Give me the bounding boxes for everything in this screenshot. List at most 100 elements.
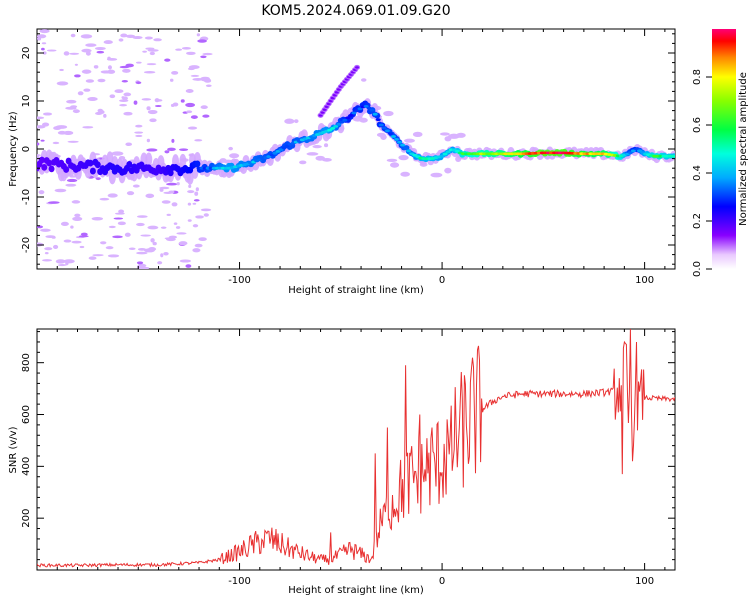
spectrogram-ridge-core bbox=[354, 109, 360, 112]
snr-y-tick-label: 600 bbox=[21, 405, 32, 424]
spectrogram-noise-blob bbox=[114, 89, 124, 93]
spectrogram-noise-blob bbox=[154, 104, 162, 108]
spectrogram-noise-blob bbox=[323, 143, 329, 148]
spectrogram-noise-blob bbox=[167, 147, 176, 152]
spectrogram-noise-blob bbox=[85, 43, 97, 47]
spectrogram-y-tick-label: 20 bbox=[21, 47, 32, 60]
colorbar-tick-label: 0.8 bbox=[692, 69, 703, 85]
spectrogram-ridge-core bbox=[327, 128, 333, 132]
spectrogram-noise-blob bbox=[81, 69, 92, 74]
spectrogram-noise-blob bbox=[376, 132, 386, 137]
snr-x-tick-label: 0 bbox=[439, 576, 445, 587]
spectrogram-noise-blob bbox=[185, 102, 196, 108]
spectrogram-ridge-halo bbox=[145, 152, 153, 167]
spectrogram-ridge-core bbox=[670, 154, 675, 158]
spectrogram-marks bbox=[37, 29, 675, 269]
spectrogram-noise-blob bbox=[161, 200, 171, 204]
spectrogram-noise-blob bbox=[83, 88, 91, 92]
spectrogram-noise-blob bbox=[135, 81, 142, 85]
spectrogram-noise-blob bbox=[361, 78, 367, 82]
spectrogram-noise-blob bbox=[149, 118, 157, 123]
spectrogram-noise-blob bbox=[141, 98, 152, 101]
spectrogram-noise-blob bbox=[186, 51, 196, 55]
spectrogram-noise-blob bbox=[74, 63, 78, 66]
spectrogram-noise-blob bbox=[60, 221, 69, 227]
spectrogram-ridge-core bbox=[442, 152, 448, 156]
spectrogram-noise-blob bbox=[146, 63, 157, 66]
spectrogram-noise-blob bbox=[146, 106, 151, 111]
spectrogram-noise-blob bbox=[171, 138, 175, 143]
spectrogram-ridge-core bbox=[284, 144, 290, 148]
spectrogram-noise-blob bbox=[121, 80, 128, 83]
spectrogram-noise-blob bbox=[123, 111, 133, 116]
spectrogram-ridge-core bbox=[394, 138, 400, 141]
spectrogram-y-tick-label: -20 bbox=[21, 237, 32, 253]
spectrogram-noise-blob bbox=[71, 200, 81, 204]
spectrogram-noise-blob bbox=[79, 245, 85, 249]
spectrogram-noise-blob bbox=[135, 134, 143, 138]
spectrogram-ridge-core bbox=[366, 106, 372, 110]
spectrogram-ridge-cell bbox=[38, 156, 45, 164]
snr-series-line bbox=[37, 329, 675, 568]
spectrogram-noise-blob bbox=[444, 167, 452, 174]
spectrogram-noise-blob bbox=[118, 38, 124, 42]
spectrogram-noise-blob bbox=[195, 215, 204, 219]
spectrogram-noise-blob bbox=[198, 237, 207, 242]
spectrogram-noise-blob bbox=[312, 144, 322, 149]
snr-plot-area bbox=[36, 328, 676, 571]
colorbar-tick-label: 0.2 bbox=[692, 213, 703, 229]
colorbar-label: Normalized spectral amplitude bbox=[738, 72, 749, 226]
spectrogram-ridge-core bbox=[269, 153, 275, 157]
spectrogram-noise-blob bbox=[187, 202, 192, 206]
spectrogram-ridge-core bbox=[397, 140, 403, 144]
spectrogram-ridge-core bbox=[372, 112, 378, 116]
spectrogram-ridge-core bbox=[339, 120, 345, 124]
spectrogram-noise-blob bbox=[164, 237, 174, 240]
spectrogram-noise-blob bbox=[176, 182, 180, 186]
spectrogram-noise-blob bbox=[176, 232, 187, 235]
spectrogram-noise-blob bbox=[194, 243, 203, 248]
spectrogram-noise-blob bbox=[456, 132, 466, 138]
spectrogram-ridge-core bbox=[630, 149, 636, 153]
spectrogram-noise-blob bbox=[69, 52, 80, 55]
spectrogram-ridge-core bbox=[333, 124, 339, 128]
spectrogram-x-tick-label: -100 bbox=[228, 275, 251, 286]
spectrogram-noise-blob bbox=[144, 36, 153, 40]
spectrogram-noise-blob bbox=[187, 67, 195, 71]
spectrogram-ridge-core bbox=[403, 146, 409, 150]
spectrogram-noise-blob bbox=[95, 177, 101, 181]
spectrogram-noise-blob bbox=[117, 221, 126, 226]
spectrogram-noise-blob bbox=[52, 141, 60, 145]
snr-x-tick-label: -100 bbox=[228, 576, 251, 587]
spectrogram-noise-blob bbox=[143, 71, 156, 74]
spectrogram-noise-blob bbox=[143, 248, 155, 253]
spectrogram-ridge-cell bbox=[48, 165, 55, 173]
spectrogram-noise-blob bbox=[88, 256, 97, 260]
spectrogram-ridge-core bbox=[348, 114, 354, 117]
snr-y-tick-label: 800 bbox=[21, 353, 32, 372]
spectrogram-noise-blob bbox=[293, 119, 299, 124]
spectrogram-noise-blob bbox=[107, 65, 112, 70]
spectrogram-noise-blob bbox=[205, 84, 212, 87]
spectrogram-noise-blob bbox=[37, 242, 44, 247]
spectrogram-noise-blob bbox=[133, 100, 138, 105]
spectrogram-noise-blob bbox=[315, 155, 325, 161]
spectrogram-ridge-core bbox=[357, 107, 363, 111]
spectrogram-y-tick-label: 10 bbox=[21, 95, 32, 108]
spectrogram-noise-blob bbox=[66, 178, 78, 183]
spectrogram-noise-blob bbox=[77, 91, 84, 96]
spectrogram-noise-blob bbox=[164, 58, 171, 62]
spectrogram-noise-blob bbox=[173, 222, 178, 225]
spectrogram-x-tick-label: 0 bbox=[439, 275, 445, 286]
spectrogram-noise-blob bbox=[299, 160, 307, 165]
spectrogram-ridge-core bbox=[400, 143, 406, 147]
spectrogram-noise-blob bbox=[65, 183, 77, 187]
spectrogram-noise-blob bbox=[135, 124, 143, 128]
spectrogram-noise-blob bbox=[178, 241, 188, 246]
spectrogram-noise-blob bbox=[147, 109, 158, 115]
spectrogram-noise-blob bbox=[128, 247, 136, 251]
spectrogram-ridge-core bbox=[345, 116, 351, 120]
spectrogram-noise-blob bbox=[107, 56, 111, 61]
spectrogram-noise-blob bbox=[185, 89, 194, 93]
spectrogram-noise-blob bbox=[38, 190, 45, 195]
